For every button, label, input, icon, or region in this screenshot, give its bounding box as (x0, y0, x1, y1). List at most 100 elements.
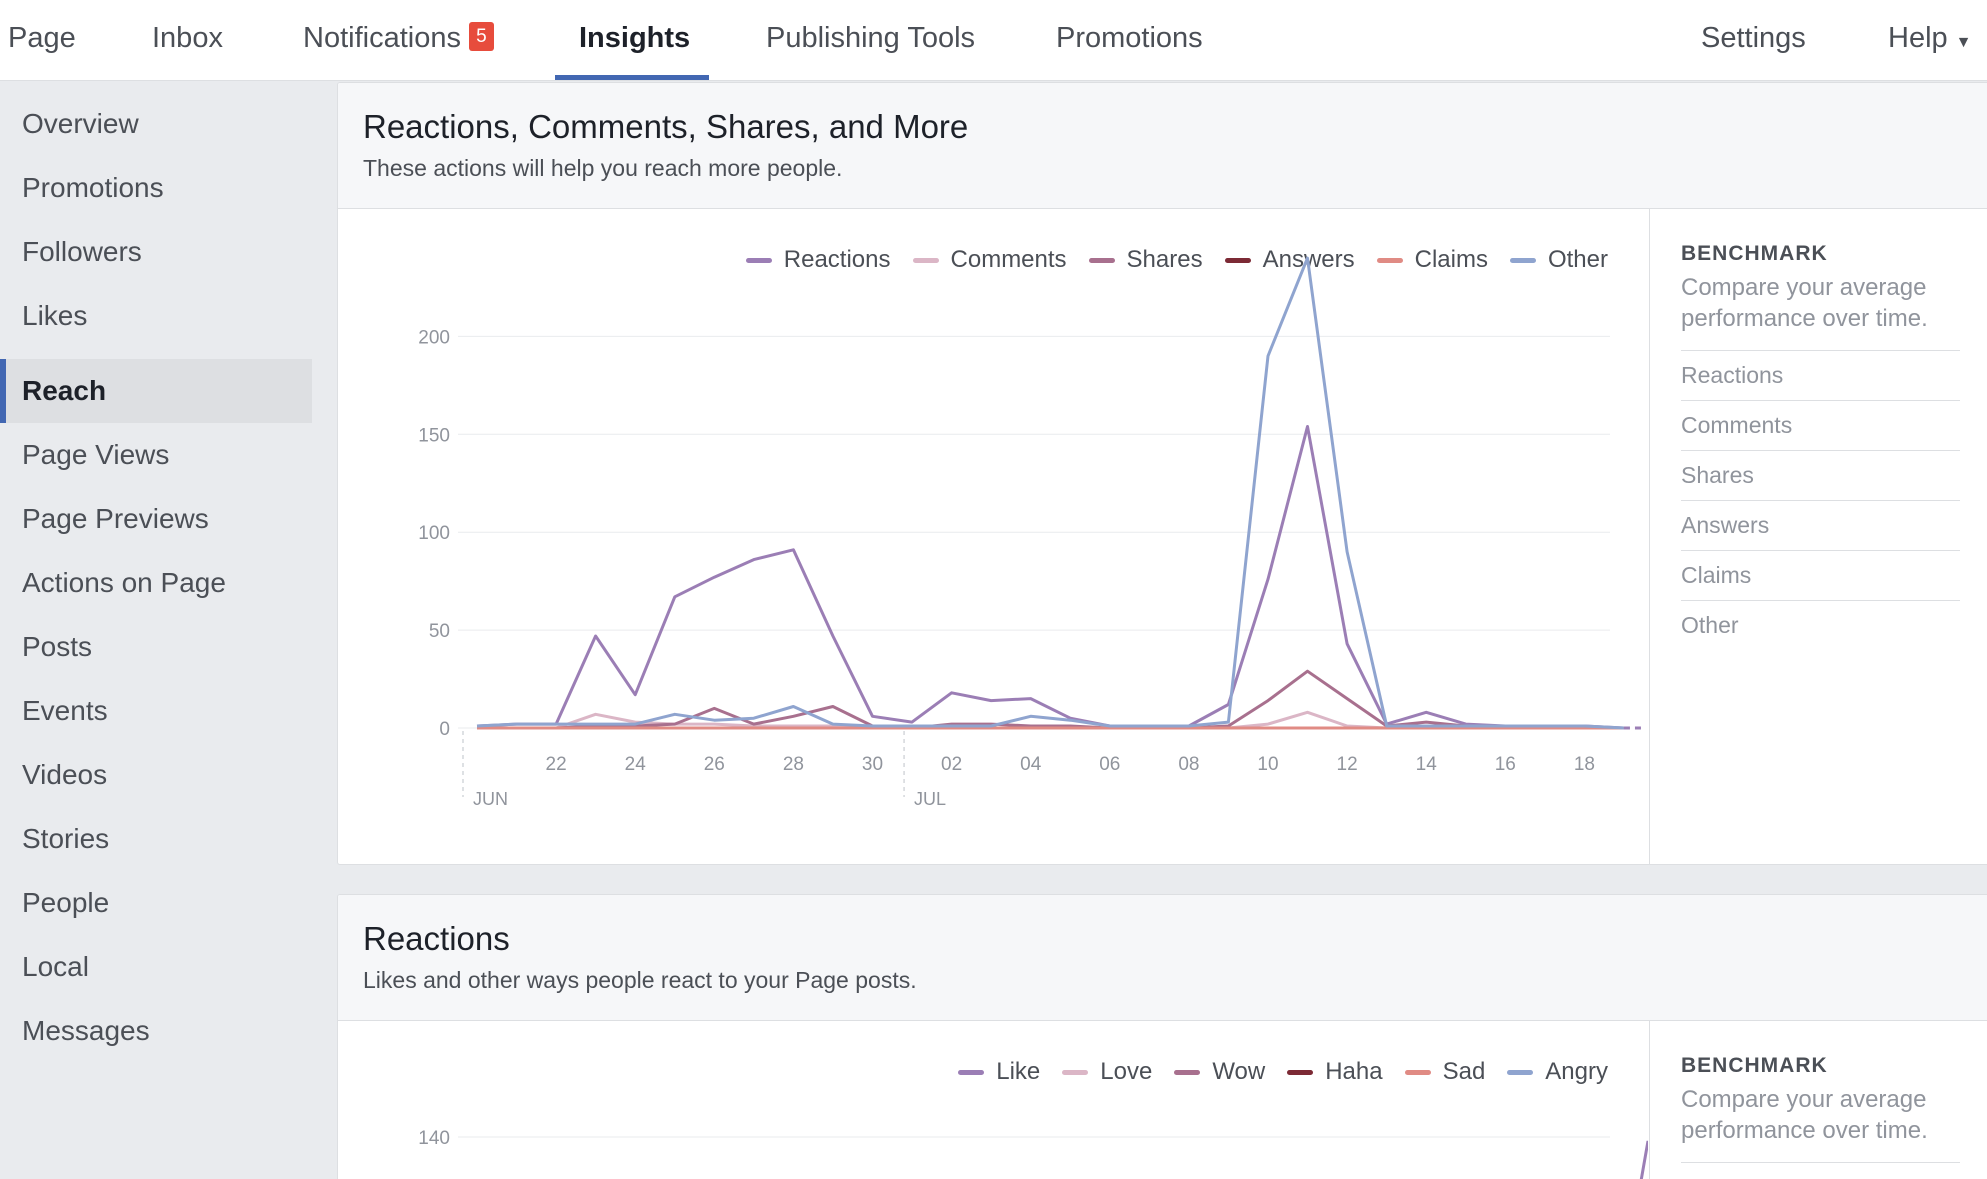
legend-swatch (1224, 257, 1251, 263)
sidebar-item-page-views[interactable]: Page Views (22, 439, 170, 470)
sidebar-item-promotions[interactable]: Promotions (22, 172, 164, 203)
legend-label: Love (1100, 1058, 1153, 1085)
series-line-like (1639, 1140, 1648, 1179)
x-tick-label: 10 (1257, 754, 1278, 775)
engagement-card-title: Reactions, Comments, Shares, and More (363, 108, 969, 145)
engagement-line-chart[interactable]: 0 50 100 150 200 22 24 26 28 30 02 04 06 08 10 12 14 16 18… (338, 209, 1648, 865)
legend-item-like[interactable]: Like (958, 1052, 1040, 1092)
legend-label: Shares (1126, 246, 1203, 273)
nav-tab-promotions[interactable]: Promotions (1056, 22, 1203, 54)
legend-swatch (1088, 257, 1115, 263)
sidebar-item-followers[interactable]: Followers (22, 236, 142, 267)
sidebar-item-overview[interactable]: Overview (22, 108, 139, 139)
sidebar-item-people[interactable]: People (22, 887, 110, 918)
benchmark-divider (1681, 1162, 1960, 1179)
sidebar-item-videos[interactable]: Videos (22, 759, 108, 790)
reactions-chart-legend: Like Love Wow Haha Sad Angry (936, 1052, 1608, 1092)
sidebar-item-reach[interactable]: Reach (0, 359, 312, 423)
sidebar-item-stories[interactable]: Stories (22, 823, 110, 854)
engagement-card-subtitle: These actions will help you reach more p… (363, 155, 843, 181)
legend-item-sad[interactable]: Sad (1404, 1052, 1486, 1092)
legend-label: Angry (1545, 1058, 1608, 1085)
x-tick-label: 30 (862, 754, 883, 775)
legend-swatch (958, 1069, 985, 1075)
benchmark-panel: BENCHMARK Compare your average performan… (1649, 209, 1987, 864)
sidebar-item-local[interactable]: Local (22, 951, 89, 982)
y-tick-label: 140 (418, 1128, 450, 1149)
x-tick-label: 28 (783, 754, 804, 775)
x-tick-label: 18 (1574, 754, 1595, 775)
engagement-chart-area: Reactions Comments Shares Answers Claims… (338, 209, 1648, 865)
benchmark-item-comments[interactable]: Comments (1681, 400, 1960, 450)
benchmark-description: Compare your average performance over ti… (1681, 1086, 1928, 1144)
x-tick-label: 22 (546, 754, 567, 775)
reactions-card-header: Reactions Likes and other ways people re… (338, 895, 1987, 1021)
legend-item-claims[interactable]: Claims (1376, 240, 1488, 280)
legend-label: Haha (1325, 1058, 1383, 1085)
nav-tab-publishing-tools[interactable]: Publishing Tools (766, 22, 976, 54)
nav-tab-page[interactable]: Page (8, 22, 76, 54)
benchmark-item-claims[interactable]: Claims (1681, 550, 1960, 600)
x-tick-label: 04 (1020, 754, 1042, 775)
x-tick-label: 26 (704, 754, 725, 775)
legend-item-angry[interactable]: Angry (1507, 1052, 1608, 1092)
x-tick-label: 06 (1099, 754, 1120, 775)
benchmark-title: BENCHMARK (1681, 242, 1828, 265)
insights-sidebar: Overview Promotions Followers Likes Reac… (0, 82, 312, 1179)
benchmark-item-shares[interactable]: Shares (1681, 450, 1960, 500)
series-line-other (476, 256, 1624, 730)
x-tick-label: 24 (625, 754, 647, 775)
reactions-benchmark-panel: BENCHMARK Compare your average performan… (1649, 1021, 1987, 1179)
reactions-line-chart[interactable]: 140 (338, 1021, 1648, 1179)
benchmark-title: BENCHMARK (1681, 1054, 1828, 1077)
sidebar-item-messages[interactable]: Messages (22, 1015, 150, 1046)
legend-item-wow[interactable]: Wow (1174, 1052, 1265, 1092)
x-tick-label: 12 (1337, 754, 1358, 775)
sidebar-item-page-previews[interactable]: Page Previews (22, 503, 209, 534)
y-tick-label: 100 (418, 523, 450, 544)
legend-swatch (745, 257, 772, 263)
x-tick-label: 16 (1495, 754, 1516, 775)
benchmark-description: Compare your average performance over ti… (1681, 274, 1928, 332)
reactions-card: Reactions Likes and other ways people re… (337, 894, 1987, 1179)
legend-item-other[interactable]: Other (1509, 240, 1608, 280)
sidebar-item-actions-on-page[interactable]: Actions on Page (22, 567, 226, 598)
legend-label: Like (996, 1058, 1041, 1085)
benchmark-item-answers[interactable]: Answers (1681, 500, 1960, 550)
engagement-card: Reactions, Comments, Shares, and More Th… (337, 82, 1987, 865)
nav-tab-notifications[interactable]: Notifications 5 (303, 0, 494, 81)
legend-item-haha[interactable]: Haha (1287, 1052, 1383, 1092)
engagement-card-header: Reactions, Comments, Shares, and More Th… (338, 83, 1987, 209)
nav-settings[interactable]: Settings (1701, 22, 1806, 54)
series-line-reactions (476, 425, 1624, 730)
legend-label: Sad (1442, 1058, 1486, 1085)
legend-swatch (1509, 257, 1536, 263)
nav-help[interactable]: Help ▼ (1888, 0, 1972, 81)
y-tick-label: 150 (418, 425, 450, 446)
top-navigation: Page Inbox Notifications 5 Insights Publi… (0, 0, 1987, 81)
y-tick-label: 50 (429, 621, 450, 642)
legend-label: Comments (950, 246, 1067, 273)
month-label: JUN (473, 789, 508, 809)
nav-help-label: Help (1888, 22, 1948, 54)
legend-label: Wow (1212, 1058, 1266, 1085)
insights-main: Reactions, Comments, Shares, and More Th… (337, 82, 1987, 1179)
legend-item-shares[interactable]: Shares (1088, 240, 1203, 280)
sidebar-item-likes[interactable]: Likes (22, 300, 88, 331)
nav-tab-insights[interactable]: Insights (579, 22, 691, 54)
legend-swatch (1062, 1069, 1089, 1075)
reactions-chart-area: Like Love Wow Haha Sad Angry 140 (338, 1021, 1648, 1179)
sidebar-item-posts[interactable]: Posts (22, 631, 93, 662)
legend-swatch (912, 257, 939, 263)
x-tick-label: 14 (1416, 754, 1438, 775)
legend-item-love[interactable]: Love (1062, 1052, 1152, 1092)
sidebar-item-events[interactable]: Events (22, 695, 108, 726)
benchmark-item-reactions[interactable]: Reactions (1681, 350, 1960, 400)
reactions-card-title: Reactions (363, 920, 510, 957)
legend-item-reactions[interactable]: Reactions (745, 240, 891, 280)
nav-tab-inbox[interactable]: Inbox (152, 22, 223, 54)
benchmark-item-other[interactable]: Other (1681, 600, 1960, 650)
y-tick-label: 0 (439, 719, 450, 740)
legend-swatch (1507, 1069, 1534, 1075)
legend-item-comments[interactable]: Comments (912, 240, 1067, 280)
